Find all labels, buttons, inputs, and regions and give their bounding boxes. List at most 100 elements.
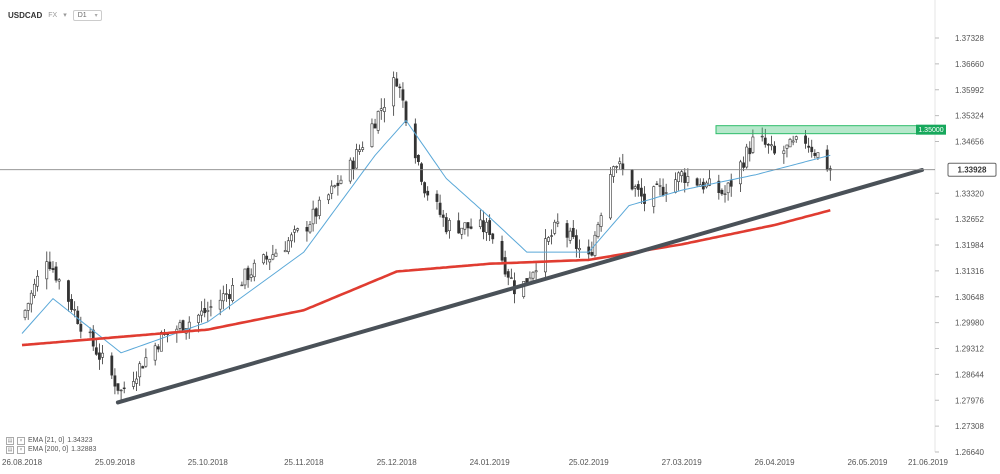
candle-body: [556, 221, 560, 224]
candle-body: [221, 293, 225, 302]
candle-body: [621, 163, 625, 170]
x-tick-label: 21.06.2019: [908, 458, 949, 467]
ema-short-line: [21, 119, 831, 354]
candle-body: [351, 160, 355, 170]
candle-body: [395, 78, 399, 87]
x-tick-label: 26.04.2019: [755, 458, 796, 467]
candle-body: [804, 135, 807, 144]
candle-body: [283, 250, 287, 253]
candle-body: [249, 274, 253, 278]
candle-body: [370, 123, 374, 148]
candle-body: [612, 166, 615, 177]
candle-body: [553, 221, 557, 234]
candle-body: [404, 101, 408, 123]
candle-body: [420, 163, 423, 182]
y-tick-label: 1.30648: [955, 293, 984, 302]
candle-body: [45, 261, 49, 280]
candle-body: [339, 179, 343, 184]
candle-body: [674, 179, 677, 193]
candle-body: [132, 381, 135, 387]
candle-body: [101, 352, 104, 358]
candle-body: [723, 193, 727, 195]
candle-body: [482, 220, 485, 233]
candle-body: [543, 238, 547, 273]
symbol-label[interactable]: USDCAD: [8, 10, 43, 20]
candle-body: [156, 346, 160, 350]
candle-body: [525, 278, 529, 283]
candle-body: [500, 240, 504, 261]
candle-body: [361, 147, 365, 150]
resistance-label: 1.35000: [918, 127, 943, 134]
x-tick-label: 26.05.2019: [847, 458, 888, 467]
candle-body: [816, 152, 820, 158]
candle-body: [522, 281, 526, 297]
candle-body: [630, 169, 634, 190]
candle-body: [683, 172, 687, 183]
candle-body: [113, 375, 117, 387]
candle-body: [286, 240, 290, 253]
candle-body: [785, 144, 789, 149]
y-tick-label: 1.29980: [955, 319, 984, 328]
candle-body: [252, 262, 256, 278]
candle-body: [417, 154, 420, 162]
candle-body: [773, 145, 776, 154]
candle-body: [813, 152, 817, 156]
candle-body: [373, 123, 377, 129]
indicator-icon[interactable]: ▤: [6, 436, 14, 445]
candle-body: [568, 230, 572, 241]
candle-body: [488, 220, 492, 235]
x-tick-label: 26.08.2018: [2, 458, 43, 467]
y-tick-label: 1.27308: [955, 422, 984, 431]
candle-body: [187, 321, 191, 330]
candle-body: [265, 255, 269, 260]
candle-body: [308, 224, 312, 233]
candle-body: [225, 293, 228, 295]
candle-body: [88, 331, 92, 334]
candle-body: [317, 199, 321, 216]
candle-body: [609, 174, 612, 219]
candle-body: [153, 345, 157, 361]
x-tick-label: 25.11.2018: [284, 458, 324, 467]
x-tick-label: 27.03.2019: [662, 458, 703, 467]
candle-body: [438, 202, 442, 215]
indicator-icon[interactable]: ▤: [6, 445, 14, 454]
candle-body: [296, 228, 300, 231]
candle-body: [218, 299, 222, 310]
candle-body: [209, 306, 213, 308]
chevron-down-icon[interactable]: ▾: [63, 12, 67, 19]
candle-body: [485, 221, 488, 233]
candle-body: [677, 172, 680, 182]
resistance-label-tag: [916, 124, 946, 135]
close-icon[interactable]: ×: [17, 436, 25, 445]
candle-body: [79, 323, 83, 332]
y-tick-label: 1.35324: [955, 112, 984, 121]
candle-body: [565, 223, 569, 238]
candle-body: [29, 292, 33, 305]
candle-body: [726, 182, 730, 194]
candle-body: [664, 192, 668, 194]
candle-body: [200, 310, 204, 316]
candle-body: [398, 86, 402, 89]
y-tick-label: 1.36660: [955, 60, 984, 69]
candle-body: [460, 227, 464, 235]
x-tick-label: 25.12.2018: [377, 458, 418, 467]
y-tick-label: 1.37328: [955, 34, 984, 43]
close-icon[interactable]: ×: [17, 445, 25, 454]
y-tick-label: 1.28644: [955, 370, 984, 379]
candle-body: [810, 146, 814, 153]
candle-body: [70, 298, 73, 310]
timeframe-select[interactable]: D1 ▾: [72, 9, 102, 21]
candle-body: [197, 314, 200, 323]
candle-body: [444, 217, 448, 233]
candle-body: [680, 171, 684, 177]
candle-body: [141, 366, 145, 369]
candle-body: [293, 229, 296, 233]
candle-body: [379, 108, 383, 111]
candle-body: [246, 267, 250, 281]
candle-body: [615, 166, 619, 168]
candle-body: [794, 136, 798, 140]
y-tick-label: 1.29312: [955, 345, 984, 354]
candle-body: [426, 190, 430, 196]
candle-body: [807, 145, 811, 148]
